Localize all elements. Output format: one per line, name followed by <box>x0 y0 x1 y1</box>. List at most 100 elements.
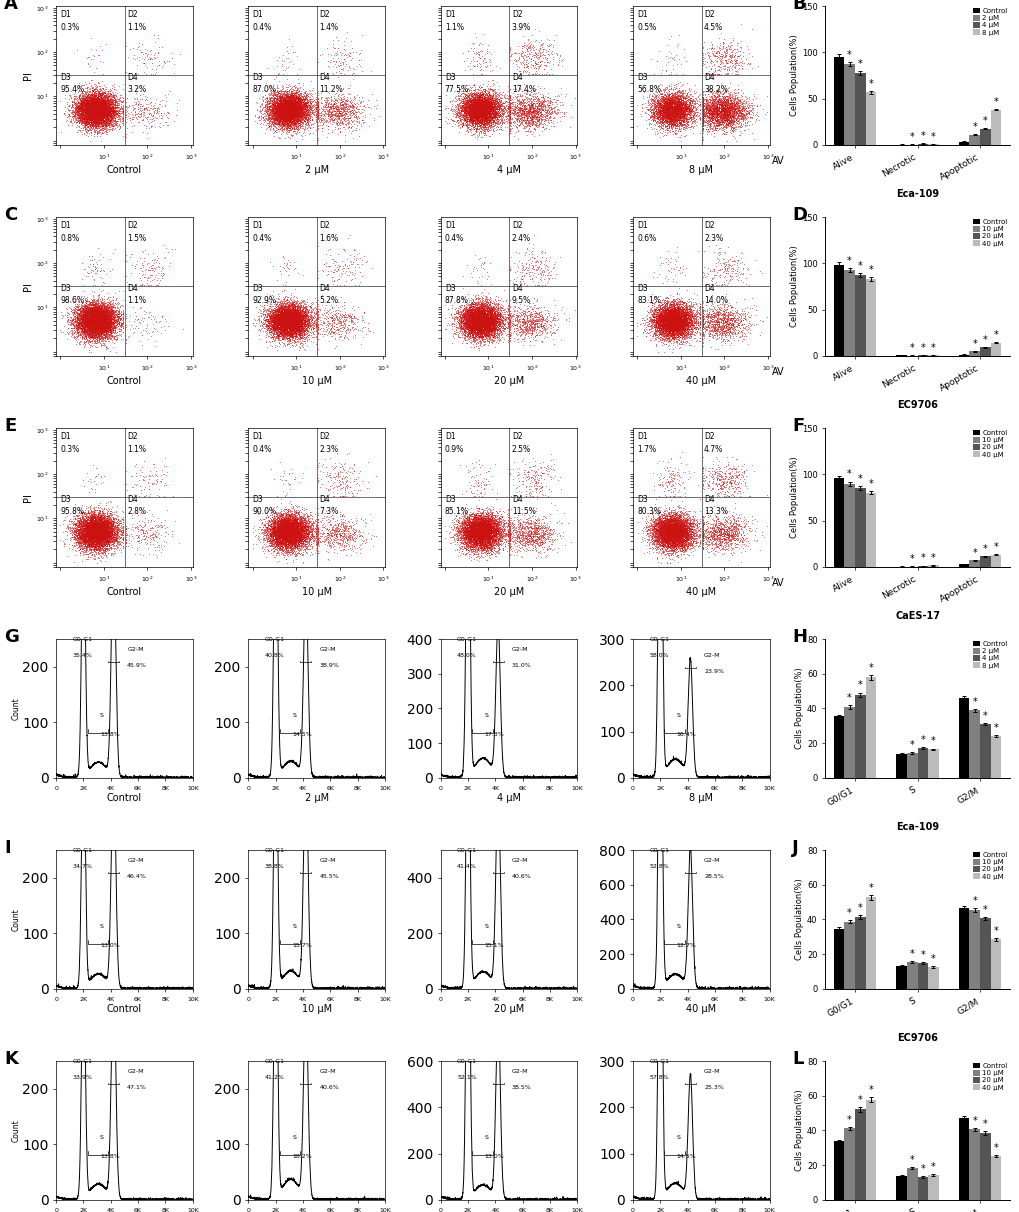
Point <box>268 524 284 543</box>
Point <box>662 528 679 548</box>
Point <box>746 113 762 132</box>
Point <box>73 91 90 110</box>
Point <box>661 305 678 325</box>
Point <box>675 110 691 130</box>
Point <box>283 504 300 524</box>
Point <box>278 313 294 332</box>
Point <box>725 99 741 119</box>
Point <box>84 301 100 320</box>
Point <box>673 313 689 332</box>
Point <box>288 527 305 547</box>
Point <box>85 90 101 109</box>
Point <box>472 314 488 333</box>
Point <box>708 110 725 130</box>
Point <box>450 511 467 531</box>
Point <box>532 109 548 128</box>
Point <box>715 321 732 341</box>
Point <box>77 303 94 322</box>
Point <box>90 85 106 104</box>
Point <box>469 305 485 325</box>
Point <box>474 311 490 331</box>
Point <box>698 64 714 84</box>
Point <box>684 525 700 544</box>
Point <box>115 309 131 328</box>
Point <box>660 104 677 124</box>
Point <box>665 98 682 118</box>
Point <box>652 327 668 347</box>
Point <box>495 311 512 331</box>
Point <box>468 519 484 538</box>
Point <box>681 533 697 553</box>
Point <box>464 322 480 342</box>
Point <box>473 91 489 110</box>
Point <box>105 307 121 326</box>
Point <box>658 471 675 491</box>
Point <box>490 521 506 541</box>
Point <box>660 85 677 104</box>
Point <box>71 121 88 141</box>
Point <box>274 105 290 125</box>
Point <box>660 313 677 332</box>
Point <box>344 103 361 122</box>
Point <box>334 58 351 78</box>
Point <box>281 520 298 539</box>
Point <box>485 308 501 327</box>
Point <box>471 519 487 538</box>
Point <box>662 305 679 325</box>
Point <box>264 90 280 109</box>
Point <box>96 527 112 547</box>
Point <box>273 313 289 332</box>
Point <box>660 525 677 544</box>
Point <box>478 113 494 132</box>
Point <box>484 308 500 327</box>
Point <box>344 69 361 88</box>
Point <box>725 121 741 141</box>
Point <box>647 520 663 539</box>
Point <box>675 518 691 537</box>
Point <box>725 105 741 125</box>
Point <box>452 527 469 547</box>
Point <box>459 105 475 125</box>
Point <box>735 534 751 554</box>
Point <box>261 322 277 342</box>
Point <box>287 107 304 126</box>
Point <box>451 303 468 322</box>
Point <box>685 510 701 530</box>
Point <box>98 301 114 320</box>
Point <box>291 522 308 542</box>
Point <box>91 320 107 339</box>
Point <box>83 316 99 336</box>
Point <box>85 87 101 107</box>
Point <box>94 101 110 120</box>
Point <box>483 516 499 536</box>
Point <box>266 320 282 339</box>
Point <box>155 115 171 135</box>
Point <box>661 315 678 335</box>
Point <box>454 90 471 109</box>
Point <box>666 534 683 554</box>
Point <box>85 536 101 555</box>
Point <box>68 510 85 530</box>
Point <box>490 530 506 549</box>
Point <box>82 310 98 330</box>
Point <box>78 324 95 343</box>
Point <box>650 102 666 121</box>
Point <box>461 109 477 128</box>
Point <box>652 321 668 341</box>
Point <box>462 101 478 120</box>
Point <box>478 504 494 524</box>
Point <box>472 507 488 526</box>
Point <box>484 95 500 114</box>
Point <box>266 310 282 330</box>
Point <box>93 528 109 548</box>
Point <box>458 307 474 326</box>
Point <box>78 90 95 109</box>
Point <box>88 515 104 534</box>
Point <box>85 81 101 101</box>
Point <box>658 524 675 543</box>
Point <box>289 97 306 116</box>
Point <box>475 299 491 319</box>
Point <box>480 309 496 328</box>
Point <box>700 465 716 485</box>
Point <box>92 105 108 125</box>
